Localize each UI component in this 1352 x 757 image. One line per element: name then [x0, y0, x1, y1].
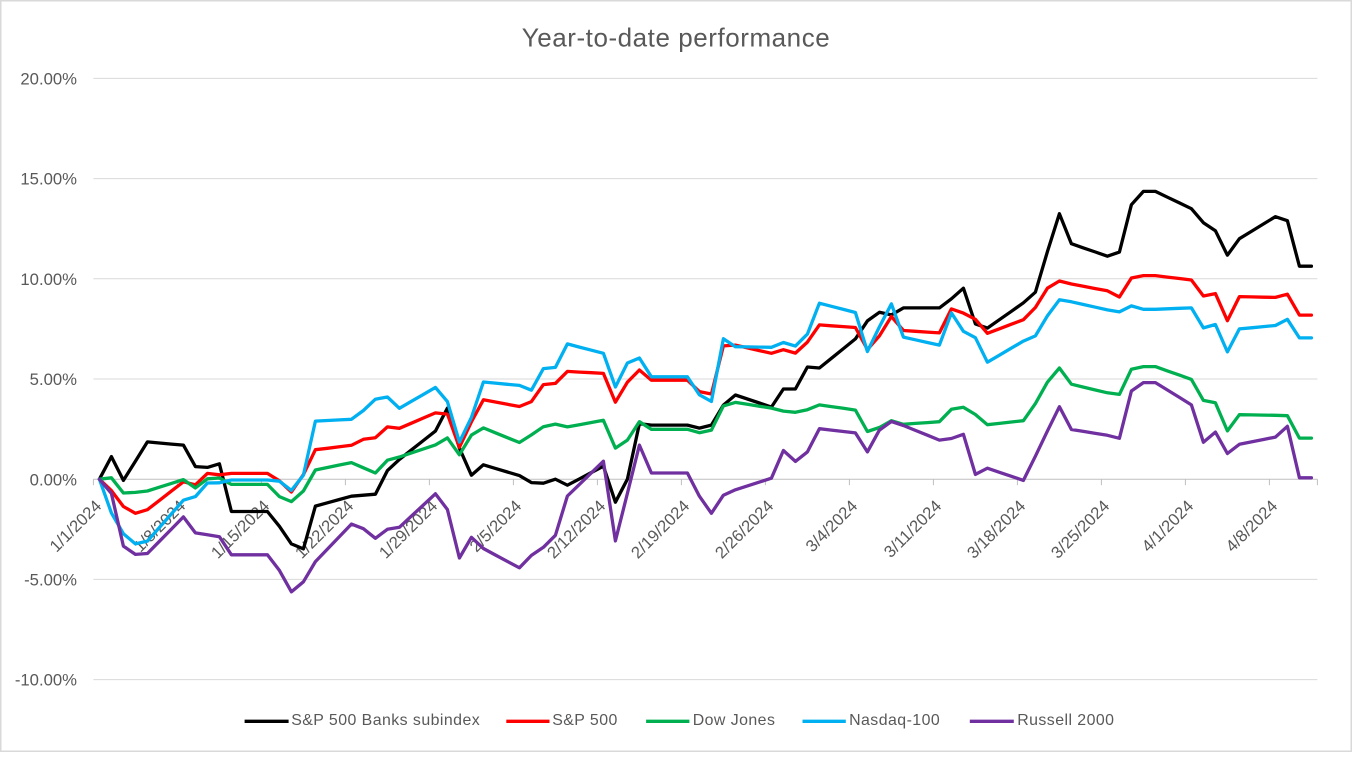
svg-text:10.00%: 10.00% [20, 270, 77, 289]
svg-text:Year-to-date performance: Year-to-date performance [522, 22, 831, 52]
svg-text:20.00%: 20.00% [20, 70, 77, 89]
svg-text:0.00%: 0.00% [30, 470, 77, 489]
svg-text:Russell 2000: Russell 2000 [1017, 712, 1114, 729]
svg-text:15.00%: 15.00% [20, 170, 77, 189]
svg-text:S&P 500 Banks subindex: S&P 500 Banks subindex [291, 712, 480, 729]
svg-text:-5.00%: -5.00% [24, 571, 77, 590]
svg-text:Dow Jones: Dow Jones [693, 712, 776, 729]
svg-text:Nasdaq-100: Nasdaq-100 [849, 712, 940, 729]
svg-text:-10.00%: -10.00% [15, 671, 77, 690]
svg-text:5.00%: 5.00% [30, 370, 77, 389]
svg-text:S&P 500: S&P 500 [552, 712, 618, 729]
